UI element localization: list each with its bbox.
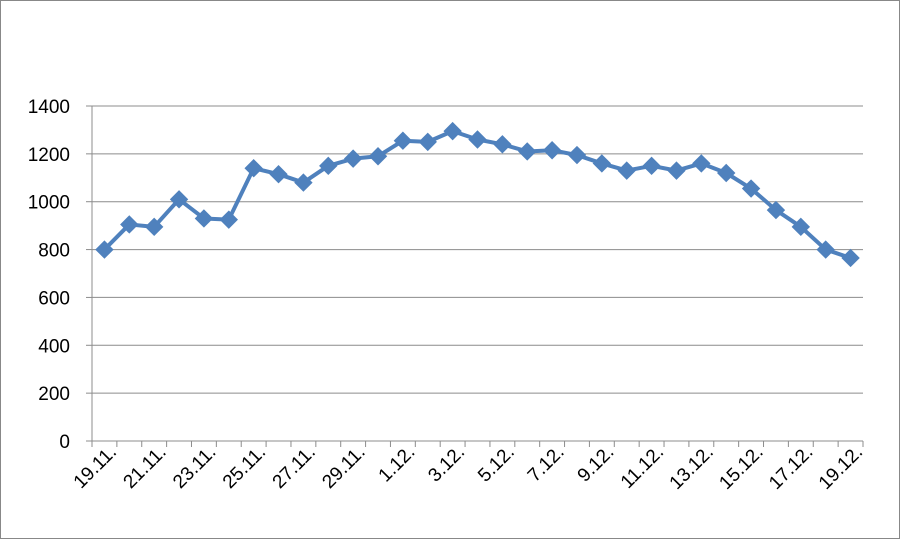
data-point [95,240,114,259]
data-point [144,217,164,237]
x-tick-label: 11.12. [617,442,668,493]
x-tick-label: 27.11. [269,442,320,493]
data-point [418,132,437,152]
data-point [219,210,238,229]
y-tick-label: 600 [38,288,70,309]
axes [86,105,864,447]
data-point [269,164,288,184]
series-group [95,121,860,268]
y-tick-labels: 0 200 400 600 800 1000 1200 1400 [28,97,70,453]
y-tick-label: 1400 [28,97,70,118]
data-point [841,248,860,268]
y-tick-label: 400 [38,336,70,357]
x-tick-label: 19.12. [815,442,867,494]
x-tick-label: 19.11. [70,442,121,493]
data-point [244,159,263,178]
data-point [493,135,512,154]
y-tick-label: 800 [38,241,70,262]
y-tick-label: 200 [38,384,70,405]
x-tick-label: 25.11. [219,442,270,493]
x-tick-label: 7.12. [524,442,569,487]
data-point [120,215,139,234]
x-tick-label: 13.12. [666,442,718,494]
data-point [319,156,338,176]
x-tick-label: 21.11. [120,442,171,493]
x-tick-label: 23.11. [169,442,220,493]
data-point [592,154,612,173]
data-point [741,179,761,198]
data-point [542,141,562,160]
gridlines [92,105,863,394]
data-point [518,142,537,161]
data-point [617,161,636,180]
x-tick-label: 29.11. [318,442,369,493]
x-tick-label: 9.12. [574,442,619,487]
data-point [368,147,388,166]
data-point [816,240,835,259]
data-point [791,217,811,237]
data-point [692,154,711,173]
x-tick-label: 3.12. [424,442,469,487]
x-tick-label: 15.12. [715,442,767,494]
data-point [343,149,363,168]
y-tick-label: 1000 [28,193,70,214]
data-point [194,209,214,228]
y-tick-label: 0 [59,432,70,453]
data-point [717,163,736,183]
data-point [468,130,487,149]
y-tick-label: 1200 [28,145,70,166]
x-tick-label: 17.12. [765,442,817,494]
series-line [103,129,852,260]
x-tick-label: 1.12. [375,442,420,487]
data-point [642,156,661,176]
x-tick-labels: 19.11.21.11.23.11.25.11.27.11.29.11. 1.12… [70,442,867,494]
data-point [393,131,413,150]
data-point [294,173,313,192]
x-tick-label: 5.12. [474,442,519,487]
data-point [169,190,189,209]
data-point [567,145,587,165]
data-point [766,200,786,220]
data-point [667,161,686,180]
data-point [443,121,462,141]
